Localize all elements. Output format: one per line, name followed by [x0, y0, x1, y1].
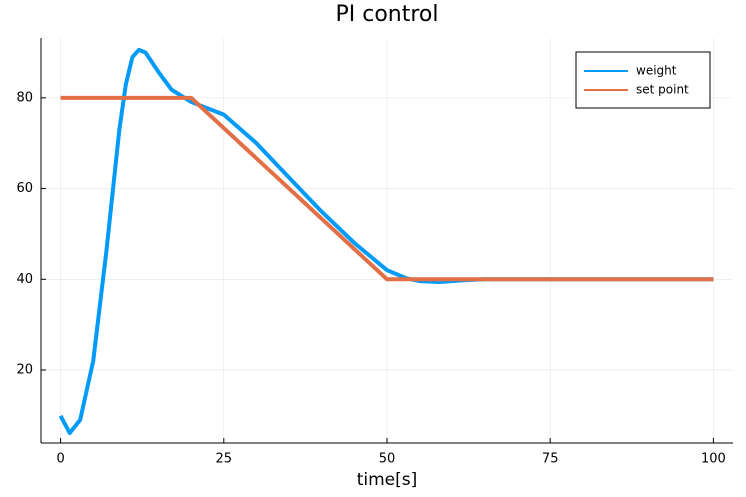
y-tick-label: 20	[16, 362, 33, 377]
x-tick-label: 25	[216, 452, 233, 467]
legend-box	[575, 51, 711, 109]
x-tick-label: 100	[701, 452, 726, 467]
x-tick-label: 0	[56, 452, 64, 467]
x-tick-label: 75	[542, 452, 559, 467]
y-tick-label: 80	[16, 90, 33, 105]
line	[60, 95, 714, 282]
legend-label: weight	[636, 64, 677, 78]
chart-title: PI control	[335, 2, 438, 27]
legend-label: set point	[636, 83, 689, 97]
x-axis-label: time[s]	[357, 470, 418, 490]
line	[58, 47, 714, 436]
x-tick-label: 50	[379, 452, 396, 467]
y-tick-label: 40	[16, 272, 33, 287]
y-tick-label: 60	[16, 181, 33, 196]
